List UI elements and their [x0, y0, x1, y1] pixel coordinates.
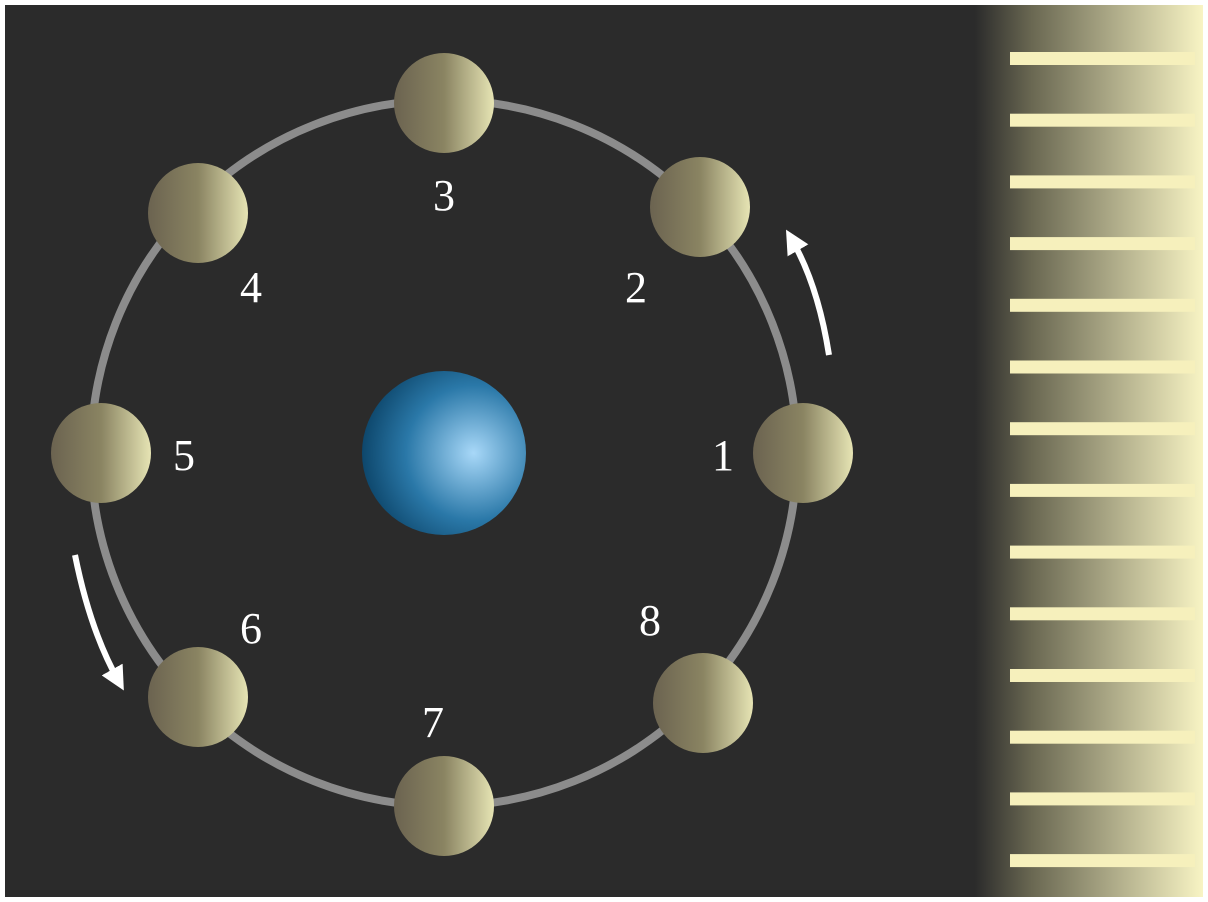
sun-ray	[1010, 545, 1195, 559]
phase-label: 3	[433, 171, 455, 220]
moon	[148, 163, 248, 263]
moon	[653, 653, 753, 753]
direction-arrow	[72, 554, 124, 691]
earth	[362, 371, 526, 535]
sun-rays	[1010, 52, 1195, 868]
sun-ray	[1010, 237, 1195, 251]
sun-ray	[1010, 483, 1195, 497]
sun-ray	[1010, 360, 1195, 374]
direction-arrow	[785, 229, 832, 356]
moon	[394, 53, 494, 153]
sun-ray	[1010, 422, 1195, 436]
moon	[753, 403, 853, 503]
phase-label: 8	[639, 596, 661, 645]
sun-ray	[1010, 298, 1195, 312]
sun-ray	[1010, 113, 1195, 127]
sun-ray	[1010, 730, 1195, 744]
phase-label: 1	[712, 431, 734, 480]
sun-ray	[1010, 607, 1195, 621]
sun-ray	[1010, 175, 1195, 189]
phase-label: 6	[240, 604, 262, 653]
phase-label: 2	[625, 263, 647, 312]
phase-label: 4	[240, 263, 262, 312]
sun-ray	[1010, 52, 1195, 65]
moons	[51, 53, 853, 856]
moon	[51, 403, 151, 503]
moon	[650, 157, 750, 257]
sunlight	[975, 5, 1203, 897]
sun-ray	[1010, 854, 1195, 868]
phase-label: 5	[173, 431, 195, 480]
sun-ray	[1010, 792, 1195, 806]
moon	[394, 756, 494, 856]
phase-label: 7	[422, 698, 444, 747]
sun-ray	[1010, 669, 1195, 682]
moon	[148, 647, 248, 747]
